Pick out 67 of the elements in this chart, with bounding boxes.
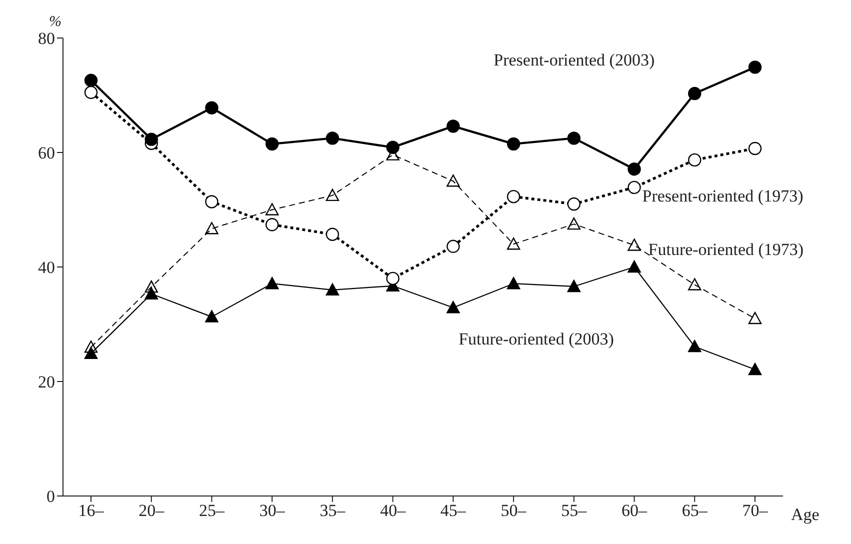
point (506, 190, 520, 204)
point (688, 153, 702, 167)
point (84, 74, 98, 87)
point (84, 340, 98, 353)
x-tick-label: 55– (561, 501, 588, 520)
point (326, 283, 340, 296)
x-tick-label: 35– (320, 501, 346, 520)
point (506, 137, 520, 151)
point (567, 197, 581, 211)
y-tick-label: 20 (38, 372, 55, 392)
point (205, 222, 218, 234)
point (748, 142, 762, 156)
point (567, 280, 581, 292)
x-axis-title: Age (791, 505, 820, 524)
point (265, 203, 279, 216)
point (144, 287, 158, 300)
y-tick-label: 40 (38, 258, 55, 278)
point (265, 277, 279, 290)
point (144, 132, 158, 146)
point (748, 60, 762, 74)
point (446, 174, 460, 187)
x-tick-label: 30– (259, 501, 286, 520)
x-tick-label: 50– (500, 501, 527, 520)
point (386, 140, 400, 154)
x-tick-label: 65– (682, 501, 708, 520)
point (688, 278, 702, 290)
point (748, 362, 762, 376)
point (205, 195, 218, 208)
point (446, 301, 460, 314)
x-tick-label: 70– (742, 501, 768, 520)
point (205, 310, 218, 322)
x-tick-label: 40– (380, 501, 406, 520)
point (567, 132, 581, 145)
point (748, 312, 762, 324)
point (688, 340, 702, 352)
point (84, 86, 98, 99)
point (628, 180, 641, 194)
series-label: Present-oriented (1973) (642, 186, 804, 206)
x-tick-label: 16– (78, 501, 104, 520)
point (326, 228, 340, 241)
y-axis-title: % (49, 14, 62, 30)
point (205, 101, 218, 114)
point (688, 86, 702, 100)
y-tick-label: 60 (38, 144, 55, 163)
x-tick-label: 60– (622, 501, 648, 520)
x-tick-label: 20– (138, 501, 165, 520)
y-tick-label: 80 (38, 29, 55, 48)
point (265, 218, 279, 232)
y-tick-label: 0 (46, 487, 55, 506)
text: Present-oriented (2003) (494, 50, 655, 70)
point (506, 238, 520, 250)
series-label: Future-oriented (1973) (648, 240, 804, 260)
point (628, 238, 641, 251)
point (265, 137, 279, 151)
point (386, 272, 400, 286)
point (628, 162, 641, 176)
point (567, 217, 581, 230)
point (628, 260, 641, 273)
point (144, 280, 158, 293)
series-label: Future-oriented (2003) (458, 329, 614, 348)
point (506, 277, 520, 290)
point (326, 188, 340, 202)
x-tick-label: 25– (198, 501, 225, 520)
x-tick-label: 45– (440, 501, 466, 520)
point (446, 120, 460, 133)
point (446, 240, 460, 253)
point (326, 132, 340, 145)
